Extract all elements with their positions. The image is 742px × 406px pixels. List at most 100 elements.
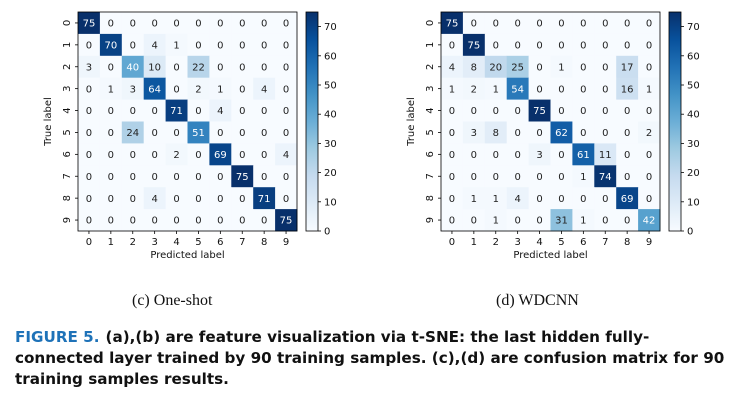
y-tick-label: 0 <box>425 20 436 26</box>
matrix-cell <box>616 209 639 232</box>
cell-value: 0 <box>130 106 136 117</box>
cell-value: 0 <box>261 216 267 227</box>
matrix-cell <box>550 33 573 57</box>
cell-value: 0 <box>514 216 520 227</box>
matrix-cell <box>231 209 254 232</box>
cell-value: 0 <box>195 106 201 117</box>
matrix-cell <box>594 55 617 79</box>
matrix-cell <box>99 143 123 166</box>
cell-value: 0 <box>239 150 245 161</box>
matrix-cell <box>441 187 464 210</box>
matrix-cell <box>78 209 101 232</box>
matrix-cell <box>121 187 145 210</box>
y-tick-label: 9 <box>425 217 436 223</box>
matrix-cell <box>165 99 188 122</box>
colorbar-tick-label: 50 <box>324 81 337 92</box>
cell-value: 0 <box>580 194 586 205</box>
y-tick-label: 6 <box>62 151 73 157</box>
matrix-cell <box>78 12 101 35</box>
matrix-cell <box>231 165 254 188</box>
matrix-cell <box>528 99 551 122</box>
matrix-cell <box>187 77 210 100</box>
figure-caption-text: (a),(b) are feature visualization via t-… <box>15 328 725 388</box>
matrix-cell <box>550 165 573 188</box>
cell-value: 0 <box>239 216 245 227</box>
cell-value: 0 <box>108 106 114 117</box>
cell-value: 1 <box>580 172 586 183</box>
cell-value: 0 <box>514 150 520 161</box>
matrix-cell <box>484 33 508 57</box>
matrix-cell <box>121 165 145 188</box>
cell-value: 0 <box>536 84 542 95</box>
cell-value: 0 <box>536 19 542 30</box>
cell-value: 0 <box>449 40 455 51</box>
matrix-cell <box>572 187 595 210</box>
cell-value: 54 <box>511 84 524 95</box>
cell-value: 0 <box>130 216 136 227</box>
cell-value: 0 <box>239 84 245 95</box>
cell-value: 0 <box>173 172 179 183</box>
matrix-cell <box>462 143 486 166</box>
matrix-cell <box>462 187 486 210</box>
cell-value: 0 <box>514 40 520 51</box>
matrix-cell <box>550 187 573 210</box>
matrix-cell <box>594 99 617 122</box>
y-tick-label: 9 <box>62 217 73 223</box>
colorbar-tick-label: 60 <box>324 51 337 62</box>
matrix-cell <box>484 99 508 122</box>
cell-value: 2 <box>173 150 179 161</box>
matrix-cell <box>121 209 145 232</box>
cell-value: 69 <box>621 194 634 205</box>
matrix-cell <box>187 143 210 166</box>
cell-value: 0 <box>261 19 267 30</box>
cell-value: 40 <box>126 62 139 73</box>
y-tick-label: 5 <box>62 129 73 135</box>
x-tick-label: 6 <box>217 237 223 248</box>
cell-value: 0 <box>130 19 136 30</box>
y-tick-label: 1 <box>425 42 436 48</box>
y-tick-label: 7 <box>62 173 73 179</box>
matrix-cell <box>506 12 529 35</box>
confusion-matrix-1: 75 0 0 0 0 0 0 0 0 00 75 0 0 0 0 0 0 0 04 8 20 25 0 1 0 0 17 01 2 1 54… <box>406 11 700 261</box>
matrix-cell <box>594 77 617 100</box>
matrix-cell <box>165 77 188 100</box>
matrix-cell <box>209 209 232 232</box>
cell-value: 0 <box>151 216 157 227</box>
cell-value: 0 <box>86 40 92 51</box>
matrix-cell <box>616 12 639 35</box>
matrix-cell <box>143 12 166 35</box>
cell-value: 0 <box>239 62 245 73</box>
cell-value: 0 <box>449 150 455 161</box>
matrix-cell <box>231 99 254 122</box>
cell-value: 2 <box>195 84 201 95</box>
cell-value: 1 <box>108 84 114 95</box>
cell-value: 0 <box>173 62 179 73</box>
cell-value: 0 <box>195 150 201 161</box>
matrix-cell <box>143 55 166 79</box>
matrix-cell <box>441 33 464 57</box>
matrix-cell <box>484 12 508 35</box>
cell-value: 0 <box>261 172 267 183</box>
cell-value: 0 <box>536 40 542 51</box>
matrix-cell <box>121 143 145 166</box>
matrix-cell <box>78 165 101 188</box>
matrix-cell <box>572 165 595 188</box>
matrix-cell <box>99 55 123 79</box>
cell-value: 0 <box>283 172 289 183</box>
cell-value: 16 <box>621 84 634 95</box>
cell-value: 25 <box>511 62 524 73</box>
cell-value: 0 <box>471 19 477 30</box>
matrix-cell <box>99 99 123 122</box>
cell-value: 0 <box>602 62 608 73</box>
colorbar-tick-label: 50 <box>687 81 700 92</box>
cell-value: 0 <box>646 62 652 73</box>
cell-value: 0 <box>558 150 564 161</box>
cell-value: 61 <box>577 150 590 161</box>
matrix-cell <box>275 99 298 122</box>
cell-value: 4 <box>151 40 157 51</box>
x-tick-label: 3 <box>151 237 157 248</box>
matrix-cell <box>253 143 276 166</box>
cell-value: 0 <box>108 194 114 205</box>
cell-value: 0 <box>449 216 455 227</box>
cell-value: 75 <box>83 19 96 30</box>
